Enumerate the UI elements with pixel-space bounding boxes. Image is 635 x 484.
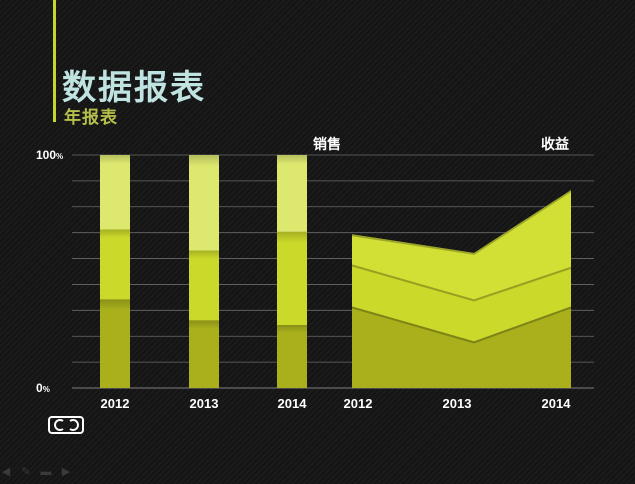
- y-tick-label: 100%: [36, 148, 63, 162]
- bar-chart-sales: [100, 155, 307, 388]
- x-tick-label: 2013: [190, 396, 219, 411]
- slides-icon[interactable]: ▬: [40, 466, 52, 478]
- y-tick-label: 0%: [36, 381, 50, 395]
- page-subtitle: 年报表: [64, 108, 118, 127]
- bar-segment-shade: [277, 155, 307, 232]
- area-series: [352, 189, 571, 300]
- chart-title: 销售: [313, 136, 341, 152]
- x-tick-label: 2014: [278, 396, 308, 411]
- chart-labels: 100% 0% 2012 2013 2014 销售 2012 2013 2014 收益: [36, 136, 571, 411]
- area-series-edge: [351, 264, 572, 302]
- page-title: 数据报表: [62, 69, 206, 107]
- bar-segment-shade: [189, 250, 219, 321]
- cc-logo-icon: [48, 416, 84, 434]
- area-series-edge: [351, 190, 572, 255]
- bar-segment-shade: [100, 155, 130, 230]
- chart-title: 收益: [541, 136, 569, 152]
- slide-toolbar: ◀ ✎ ▬ ▶: [0, 464, 72, 480]
- area-series: [352, 264, 571, 342]
- x-tick-label: 2012: [101, 396, 130, 411]
- arrow-left-icon[interactable]: ◀: [1, 466, 11, 478]
- x-tick-label: 2013: [443, 396, 472, 411]
- bar-segment-shade: [100, 299, 130, 388]
- x-tick-label: 2012: [344, 396, 373, 411]
- area-series: [352, 306, 571, 388]
- bar-segment-shade: [189, 320, 219, 388]
- bar-segment-shade: [189, 155, 219, 251]
- arrow-right-icon[interactable]: ▶: [61, 466, 71, 478]
- bar-segment-shade: [277, 325, 307, 388]
- pen-icon[interactable]: ✎: [21, 466, 31, 478]
- bar-segment-shade: [277, 231, 307, 326]
- bar-segment-shade: [100, 229, 130, 300]
- area-series-edge: [351, 306, 572, 344]
- x-tick-label: 2014: [542, 396, 572, 411]
- title-accent-line: [53, 0, 56, 122]
- area-chart-profit: [351, 189, 572, 388]
